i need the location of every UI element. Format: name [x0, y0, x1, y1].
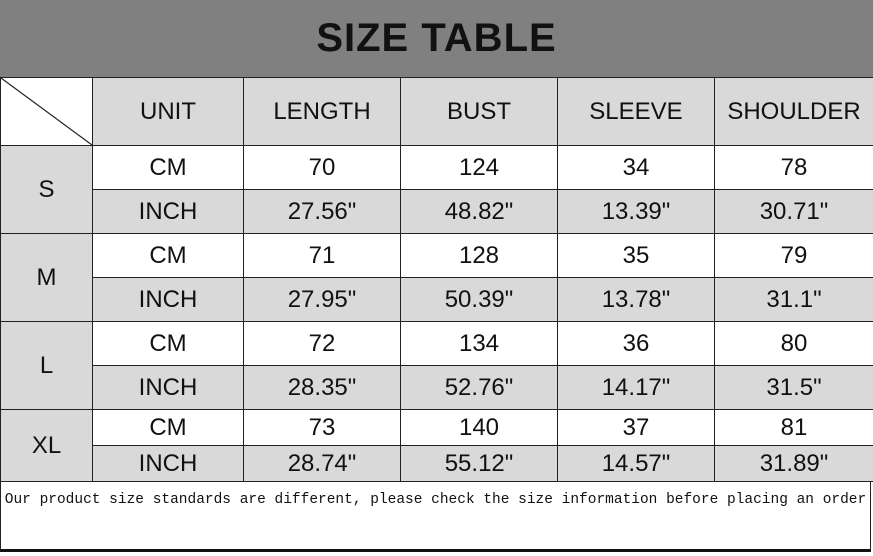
value-cell: 78 — [714, 145, 873, 190]
value-cell: 80 — [714, 321, 873, 366]
header-row: UNIT LENGTH BUST SLEEVE SHOULDER — [0, 77, 873, 146]
value-cell: 31.1" — [714, 277, 873, 322]
value-cell: 71 — [243, 233, 401, 278]
value-cell: 36 — [557, 321, 715, 366]
table-row: S CM 70 124 34 78 — [0, 145, 873, 234]
value-cell: 28.35" — [243, 365, 401, 410]
size-label: S — [0, 145, 93, 234]
value-cell: 48.82" — [400, 189, 558, 234]
value-cell: 28.74" — [243, 445, 401, 482]
value-cell: 31.89" — [714, 445, 873, 482]
value-cell: 34 — [557, 145, 715, 190]
value-cell: 81 — [714, 409, 873, 446]
size-label: XL — [0, 409, 93, 482]
table-row: INCH 28.74" 55.12" 14.57" 31.89" — [1, 445, 873, 482]
header-length: LENGTH — [243, 77, 401, 146]
value-cell: 27.56" — [243, 189, 401, 234]
unit-cell: INCH — [92, 277, 244, 322]
value-cell: 27.95" — [243, 277, 401, 322]
unit-cell: CM — [92, 145, 244, 190]
header-bust: BUST — [400, 77, 558, 146]
value-cell: 50.39" — [400, 277, 558, 322]
unit-cell: CM — [92, 321, 244, 366]
value-cell: 31.5" — [714, 365, 873, 410]
value-cell: 73 — [243, 409, 401, 446]
size-label: M — [0, 233, 93, 322]
table-row: INCH 27.95" 50.39" 13.78" 31.1" — [1, 277, 873, 322]
header-shoulder: SHOULDER — [714, 77, 873, 146]
diagonal-line — [1, 78, 92, 145]
value-cell: 79 — [714, 233, 873, 278]
table-row: XL CM 73 140 37 81 — [0, 409, 873, 482]
value-cell: 30.71" — [714, 189, 873, 234]
unit-cell: INCH — [92, 189, 244, 234]
size-note: Our product size standards are different… — [0, 481, 871, 552]
header-unit: UNIT — [92, 77, 244, 146]
value-cell: 70 — [243, 145, 401, 190]
unit-cell: INCH — [92, 445, 244, 482]
value-cell: 140 — [400, 409, 558, 446]
value-cell: 13.78" — [557, 277, 715, 322]
table-row: INCH 27.56" 48.82" 13.39" 30.71" — [1, 189, 873, 234]
value-cell: 72 — [243, 321, 401, 366]
size-label: L — [0, 321, 93, 410]
value-cell: 14.57" — [557, 445, 715, 482]
value-cell: 14.17" — [557, 365, 715, 410]
value-cell: 35 — [557, 233, 715, 278]
table-row: M CM 71 128 35 79 — [0, 233, 873, 322]
value-cell: 52.76" — [400, 365, 558, 410]
corner-cell — [0, 77, 93, 146]
value-cell: 128 — [400, 233, 558, 278]
value-cell: 37 — [557, 409, 715, 446]
header-sleeve: SLEEVE — [557, 77, 715, 146]
table-row: L CM 72 134 36 80 — [0, 321, 873, 410]
size-table: UNIT LENGTH BUST SLEEVE SHOULDER S CM 70 12… — [0, 77, 873, 482]
value-cell: 13.39" — [557, 189, 715, 234]
page-title: SIZE TABLE — [0, 0, 873, 77]
table-row: INCH 28.35" 52.76" 14.17" 31.5" — [1, 365, 873, 410]
unit-cell: INCH — [92, 365, 244, 410]
unit-cell: CM — [92, 233, 244, 278]
unit-cell: CM — [92, 409, 244, 446]
value-cell: 124 — [400, 145, 558, 190]
value-cell: 134 — [400, 321, 558, 366]
value-cell: 55.12" — [400, 445, 558, 482]
